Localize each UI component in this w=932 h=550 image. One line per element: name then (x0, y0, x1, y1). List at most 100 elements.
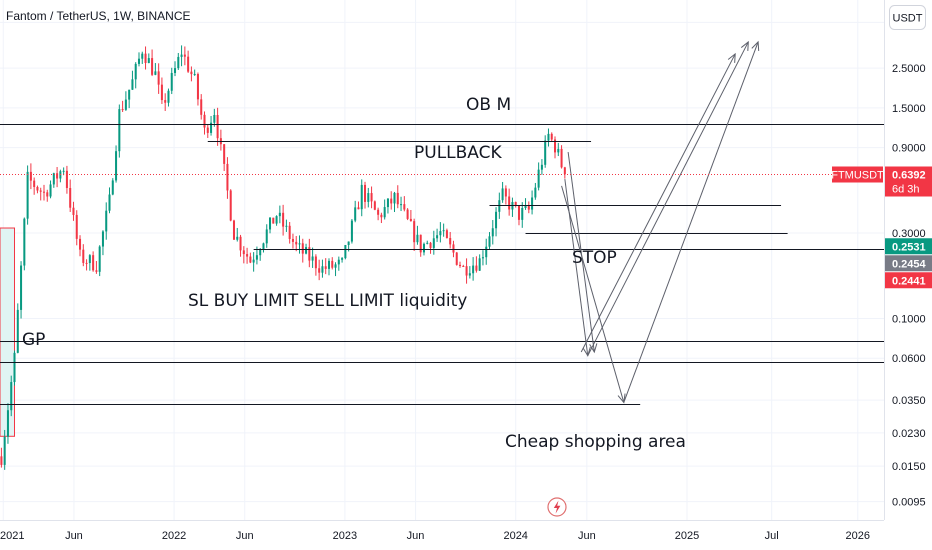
candle-body (95, 270, 98, 272)
candle-body (174, 68, 177, 73)
candle-body (540, 164, 543, 170)
candle-body (298, 243, 301, 245)
candle-body (278, 212, 281, 217)
currency-unit-button[interactable]: USDT (889, 5, 926, 30)
candle-body (305, 247, 308, 254)
candle-body (324, 266, 327, 269)
candle-body (16, 309, 19, 353)
y-tick-label: 0.0150 (892, 461, 926, 473)
x-tick-label: Jun (578, 530, 596, 542)
x-tick-label: Jun (407, 530, 425, 542)
candle-body (160, 84, 163, 101)
candle-body (390, 198, 393, 204)
candle-body (177, 56, 180, 69)
candle-body (183, 54, 186, 57)
candle-body (295, 241, 298, 245)
candle-body (517, 205, 520, 220)
candle-body (128, 89, 131, 100)
candle-body (147, 58, 150, 63)
candle-body (105, 210, 108, 232)
candle-body (23, 218, 26, 266)
x-tick-label: 2021 (0, 530, 24, 542)
candle-body (164, 100, 167, 103)
arrow-line (567, 151, 595, 353)
annotation-text: PULLBACK (414, 143, 503, 163)
candle-body (495, 211, 498, 229)
candle-body (85, 262, 88, 264)
grid (0, 0, 884, 520)
arrow-head (740, 40, 749, 51)
candle-body (13, 352, 16, 383)
y-tick-label: 0.0600 (892, 353, 926, 365)
candle-body (514, 201, 517, 206)
candle-body (341, 258, 344, 260)
candle-body (92, 255, 95, 271)
candle-body (79, 238, 82, 250)
candle-body (49, 184, 52, 197)
candle-body (65, 170, 68, 189)
flash-icon[interactable] (547, 497, 567, 517)
candle-body (521, 207, 524, 220)
candle-body (445, 230, 448, 239)
candle-body (377, 209, 380, 215)
candle-body (553, 139, 557, 153)
candle-body (419, 234, 422, 253)
candle-body (416, 234, 419, 243)
x-tick-label: Jun (236, 530, 254, 542)
candle-body (557, 148, 560, 153)
arrow-head (589, 343, 598, 354)
candle-body (439, 231, 442, 236)
candle-body (354, 207, 357, 221)
candle-body (262, 243, 265, 250)
candle-body (259, 249, 262, 256)
candle-body (449, 238, 452, 245)
y-tick-label: 0.0095 (892, 497, 926, 509)
candle-body (26, 171, 29, 219)
candle-body (357, 207, 360, 210)
candle-body (504, 188, 507, 197)
candle-body (203, 114, 206, 128)
candle-body (409, 218, 412, 222)
candle-body (491, 228, 494, 237)
candle-body (403, 204, 406, 210)
candle-body (236, 236, 239, 240)
candle-body (400, 204, 403, 206)
candle-body (481, 257, 484, 259)
candle-body (206, 127, 209, 133)
candle-body (465, 266, 468, 276)
candle-body (229, 190, 232, 221)
x-tick-label: 2022 (162, 530, 186, 542)
x-tick-label: 2023 (333, 530, 357, 542)
y-tick-label: 0.1000 (892, 314, 926, 326)
candle-body (432, 238, 435, 248)
candle-body (144, 53, 147, 63)
candle-body (436, 235, 439, 239)
candle-body (455, 252, 458, 265)
y-tick-label: 2.5000 (892, 63, 926, 75)
candle-body (52, 173, 55, 185)
candle-body (501, 188, 504, 201)
arrow-head (727, 52, 736, 63)
candle-body (327, 260, 331, 269)
candle-body (167, 90, 170, 103)
candle-body (321, 266, 324, 273)
candle-body (20, 265, 23, 310)
candle-body (249, 256, 252, 263)
candle-body (426, 242, 429, 244)
candle-body (196, 74, 199, 100)
candle-body (334, 264, 337, 268)
candle-body (406, 209, 409, 219)
candle-body (255, 255, 258, 260)
candle-body (151, 58, 154, 75)
zones (0, 227, 16, 437)
candle-body (269, 217, 272, 230)
candle-body (187, 56, 190, 72)
arrow-line (561, 185, 625, 403)
time-axis[interactable]: 2021 Jun 2022 Jun 2023 Jun 2024 Jun 2025 Jul 2026 (0, 530, 870, 542)
candle-body (308, 247, 311, 261)
candle-body (547, 133, 550, 141)
candle-body (121, 109, 124, 111)
candle-body (29, 171, 32, 181)
candle-body (373, 201, 376, 210)
